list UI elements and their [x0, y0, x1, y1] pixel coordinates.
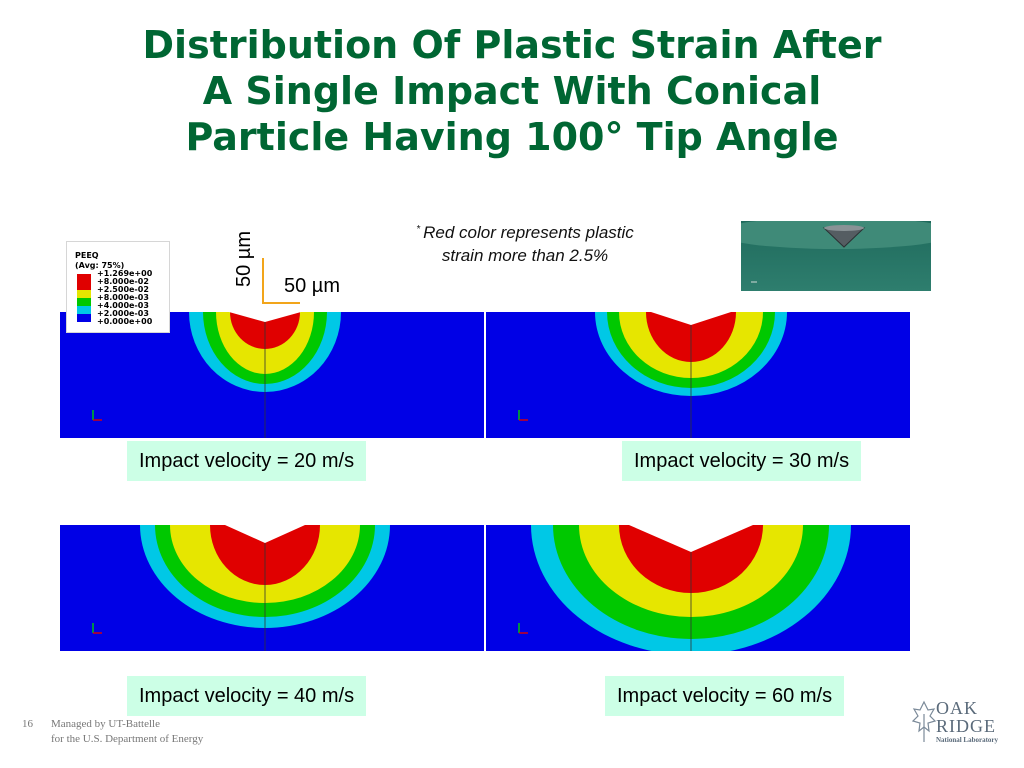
legend-swatch	[77, 274, 91, 282]
color-note-text-1: Red color represents plastic	[423, 223, 634, 242]
legend-swatch	[77, 314, 91, 322]
peeq-legend: PEEQ (Avg: 75%) +1.269e+00 +8.000e-02 +2.5…	[66, 241, 170, 333]
footer-text: Managed by UT-Battelle for the U.S. Depa…	[51, 717, 271, 747]
contour-panel-60	[486, 525, 910, 651]
contour-panel-40	[60, 525, 484, 651]
legend-swatch	[77, 290, 91, 298]
legend-level-label: +4.000e-03	[97, 301, 149, 310]
contour-panel-20	[60, 312, 484, 438]
scale-bar-horizontal-label: 50 µm	[284, 275, 340, 297]
legend-swatch	[77, 306, 91, 314]
legend-level-label: +0.000e+00	[97, 317, 153, 326]
caption-velocity-40: Impact velocity = 40 m/s	[127, 676, 367, 716]
legend-level-label: +2.000e-03	[97, 309, 149, 318]
legend-level-label: +1.269e+00	[97, 269, 153, 278]
caption-velocity-60: Impact velocity = 60 m/s	[605, 676, 845, 716]
legend-swatch	[77, 298, 91, 306]
indentation-crater	[229, 312, 301, 322]
scale-bar: 50 µm 50 µm	[228, 218, 368, 308]
scale-bar-vertical-label: 50 µm	[233, 231, 255, 287]
legend-level-label: +8.000e-03	[97, 293, 149, 302]
scale-bar-horizontal	[262, 302, 300, 304]
legend-swatch	[77, 282, 91, 290]
footer-line-1: Managed by UT-Battelle	[51, 718, 160, 730]
logo-oak: OAK	[936, 698, 978, 718]
slide-title: Distribution Of Plastic Strain After A S…	[0, 22, 1024, 160]
scale-bar-vertical	[262, 258, 264, 304]
asterisk-marker: *	[416, 224, 421, 235]
legend-header: PEEQ (Avg: 75%)	[75, 251, 124, 271]
footer-line-2: for the U.S. Department of Energy	[51, 733, 204, 745]
leaf-icon	[912, 700, 936, 742]
caption-velocity-30: Impact velocity = 30 m/s	[622, 441, 862, 481]
logo-ridge: RIDGE	[936, 716, 996, 736]
slide-title-line-3: Particle Having 100° Tip Angle	[185, 115, 839, 159]
conical-particle-inset	[741, 221, 931, 291]
legend-averaging: (Avg: 75%)	[75, 261, 125, 270]
indentation-crater	[629, 525, 753, 552]
color-note-line-2: strain more than 2.5%	[441, 246, 609, 265]
slide-title-line-1: Distribution Of Plastic Strain After	[142, 23, 882, 67]
ornl-logo: OAK RIDGE National Laboratory	[912, 698, 1002, 748]
page-number: 16	[22, 718, 33, 730]
legend-level-label: +2.500e-02	[97, 285, 149, 294]
caption-velocity-20: Impact velocity = 20 m/s	[127, 441, 367, 481]
color-note: * Red color represents plastic strain mor…	[380, 218, 670, 267]
contour-panel-30	[486, 312, 910, 438]
color-note-line-1: * Red color represents plastic	[380, 218, 670, 244]
indentation-crater	[651, 312, 731, 325]
indentation-crater	[225, 525, 305, 543]
legend-variable: PEEQ	[75, 251, 99, 260]
conical-particle-illustration	[741, 221, 931, 283]
legend-level-label: +8.000e-02	[97, 277, 149, 286]
slide-title-line-2: A Single Impact With Conical	[202, 69, 822, 113]
logo-national-laboratory: National Laboratory	[936, 736, 999, 744]
